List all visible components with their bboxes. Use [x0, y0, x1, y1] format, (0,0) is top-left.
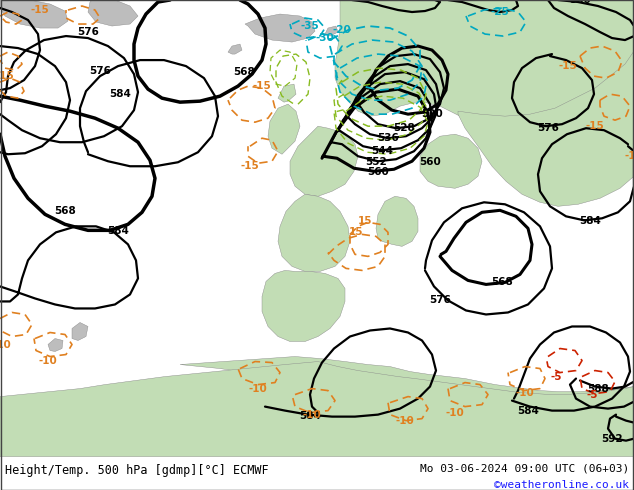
Text: 568: 568: [491, 277, 513, 288]
Polygon shape: [325, 26, 338, 36]
Polygon shape: [278, 195, 350, 271]
Text: -5: -5: [550, 371, 562, 382]
Text: 584: 584: [109, 89, 131, 99]
Polygon shape: [88, 0, 138, 26]
Text: Mo 03-06-2024 09:00 UTC (06+03): Mo 03-06-2024 09:00 UTC (06+03): [420, 464, 629, 474]
Text: 584: 584: [107, 226, 129, 236]
Text: -10: -10: [39, 356, 57, 366]
Text: -35: -35: [301, 21, 320, 31]
Text: 568: 568: [233, 67, 255, 77]
Text: -15: -15: [559, 61, 578, 71]
Text: 15: 15: [358, 216, 372, 226]
Polygon shape: [48, 339, 63, 351]
Text: 576: 576: [429, 295, 451, 305]
Polygon shape: [268, 104, 300, 154]
Polygon shape: [245, 14, 315, 42]
Polygon shape: [290, 126, 358, 196]
Polygon shape: [262, 270, 345, 342]
Text: ©weatheronline.co.uk: ©weatheronline.co.uk: [494, 480, 629, 490]
Text: 576: 576: [77, 27, 99, 37]
Text: 584: 584: [579, 216, 601, 226]
Text: 580: 580: [569, 0, 591, 5]
Text: 536: 536: [377, 133, 399, 143]
Polygon shape: [335, 0, 634, 151]
Text: -10: -10: [0, 340, 11, 349]
Text: 560: 560: [419, 157, 441, 167]
Text: -30: -30: [316, 33, 334, 43]
Text: Height/Temp. 500 hPa [gdmp][°C] ECMWF: Height/Temp. 500 hPa [gdmp][°C] ECMWF: [5, 464, 269, 477]
Text: 576: 576: [537, 123, 559, 133]
Text: -10: -10: [302, 410, 321, 419]
Polygon shape: [228, 44, 242, 54]
Polygon shape: [180, 357, 634, 439]
Text: 528: 528: [393, 123, 415, 133]
Text: -15: -15: [586, 121, 604, 131]
Polygon shape: [0, 0, 68, 28]
Polygon shape: [458, 51, 634, 206]
Text: 588: 588: [587, 384, 609, 393]
Text: 15: 15: [349, 227, 363, 237]
Text: 584: 584: [517, 406, 539, 416]
Text: -10: -10: [396, 416, 415, 426]
Text: -10: -10: [249, 384, 268, 393]
Text: 568: 568: [54, 206, 76, 216]
Polygon shape: [420, 134, 482, 188]
Text: 576: 576: [89, 66, 111, 76]
Text: -14: -14: [624, 151, 634, 161]
Polygon shape: [278, 84, 296, 102]
Text: -15: -15: [241, 161, 259, 171]
Text: 584: 584: [299, 411, 321, 420]
Text: -15: -15: [30, 5, 49, 15]
Text: -10: -10: [446, 408, 464, 417]
Text: -15: -15: [0, 71, 15, 81]
Polygon shape: [72, 322, 88, 341]
Text: 592: 592: [601, 434, 623, 443]
Text: 560: 560: [367, 167, 389, 177]
Text: 520: 520: [421, 109, 443, 119]
Text: -20: -20: [333, 25, 351, 35]
Text: -10: -10: [515, 388, 534, 397]
Polygon shape: [376, 196, 418, 246]
Text: 552: 552: [365, 157, 387, 167]
Polygon shape: [0, 362, 634, 457]
Text: 544: 544: [371, 146, 393, 156]
Text: -5: -5: [586, 390, 598, 399]
Text: -25: -25: [491, 7, 509, 17]
Text: -15: -15: [252, 81, 271, 91]
